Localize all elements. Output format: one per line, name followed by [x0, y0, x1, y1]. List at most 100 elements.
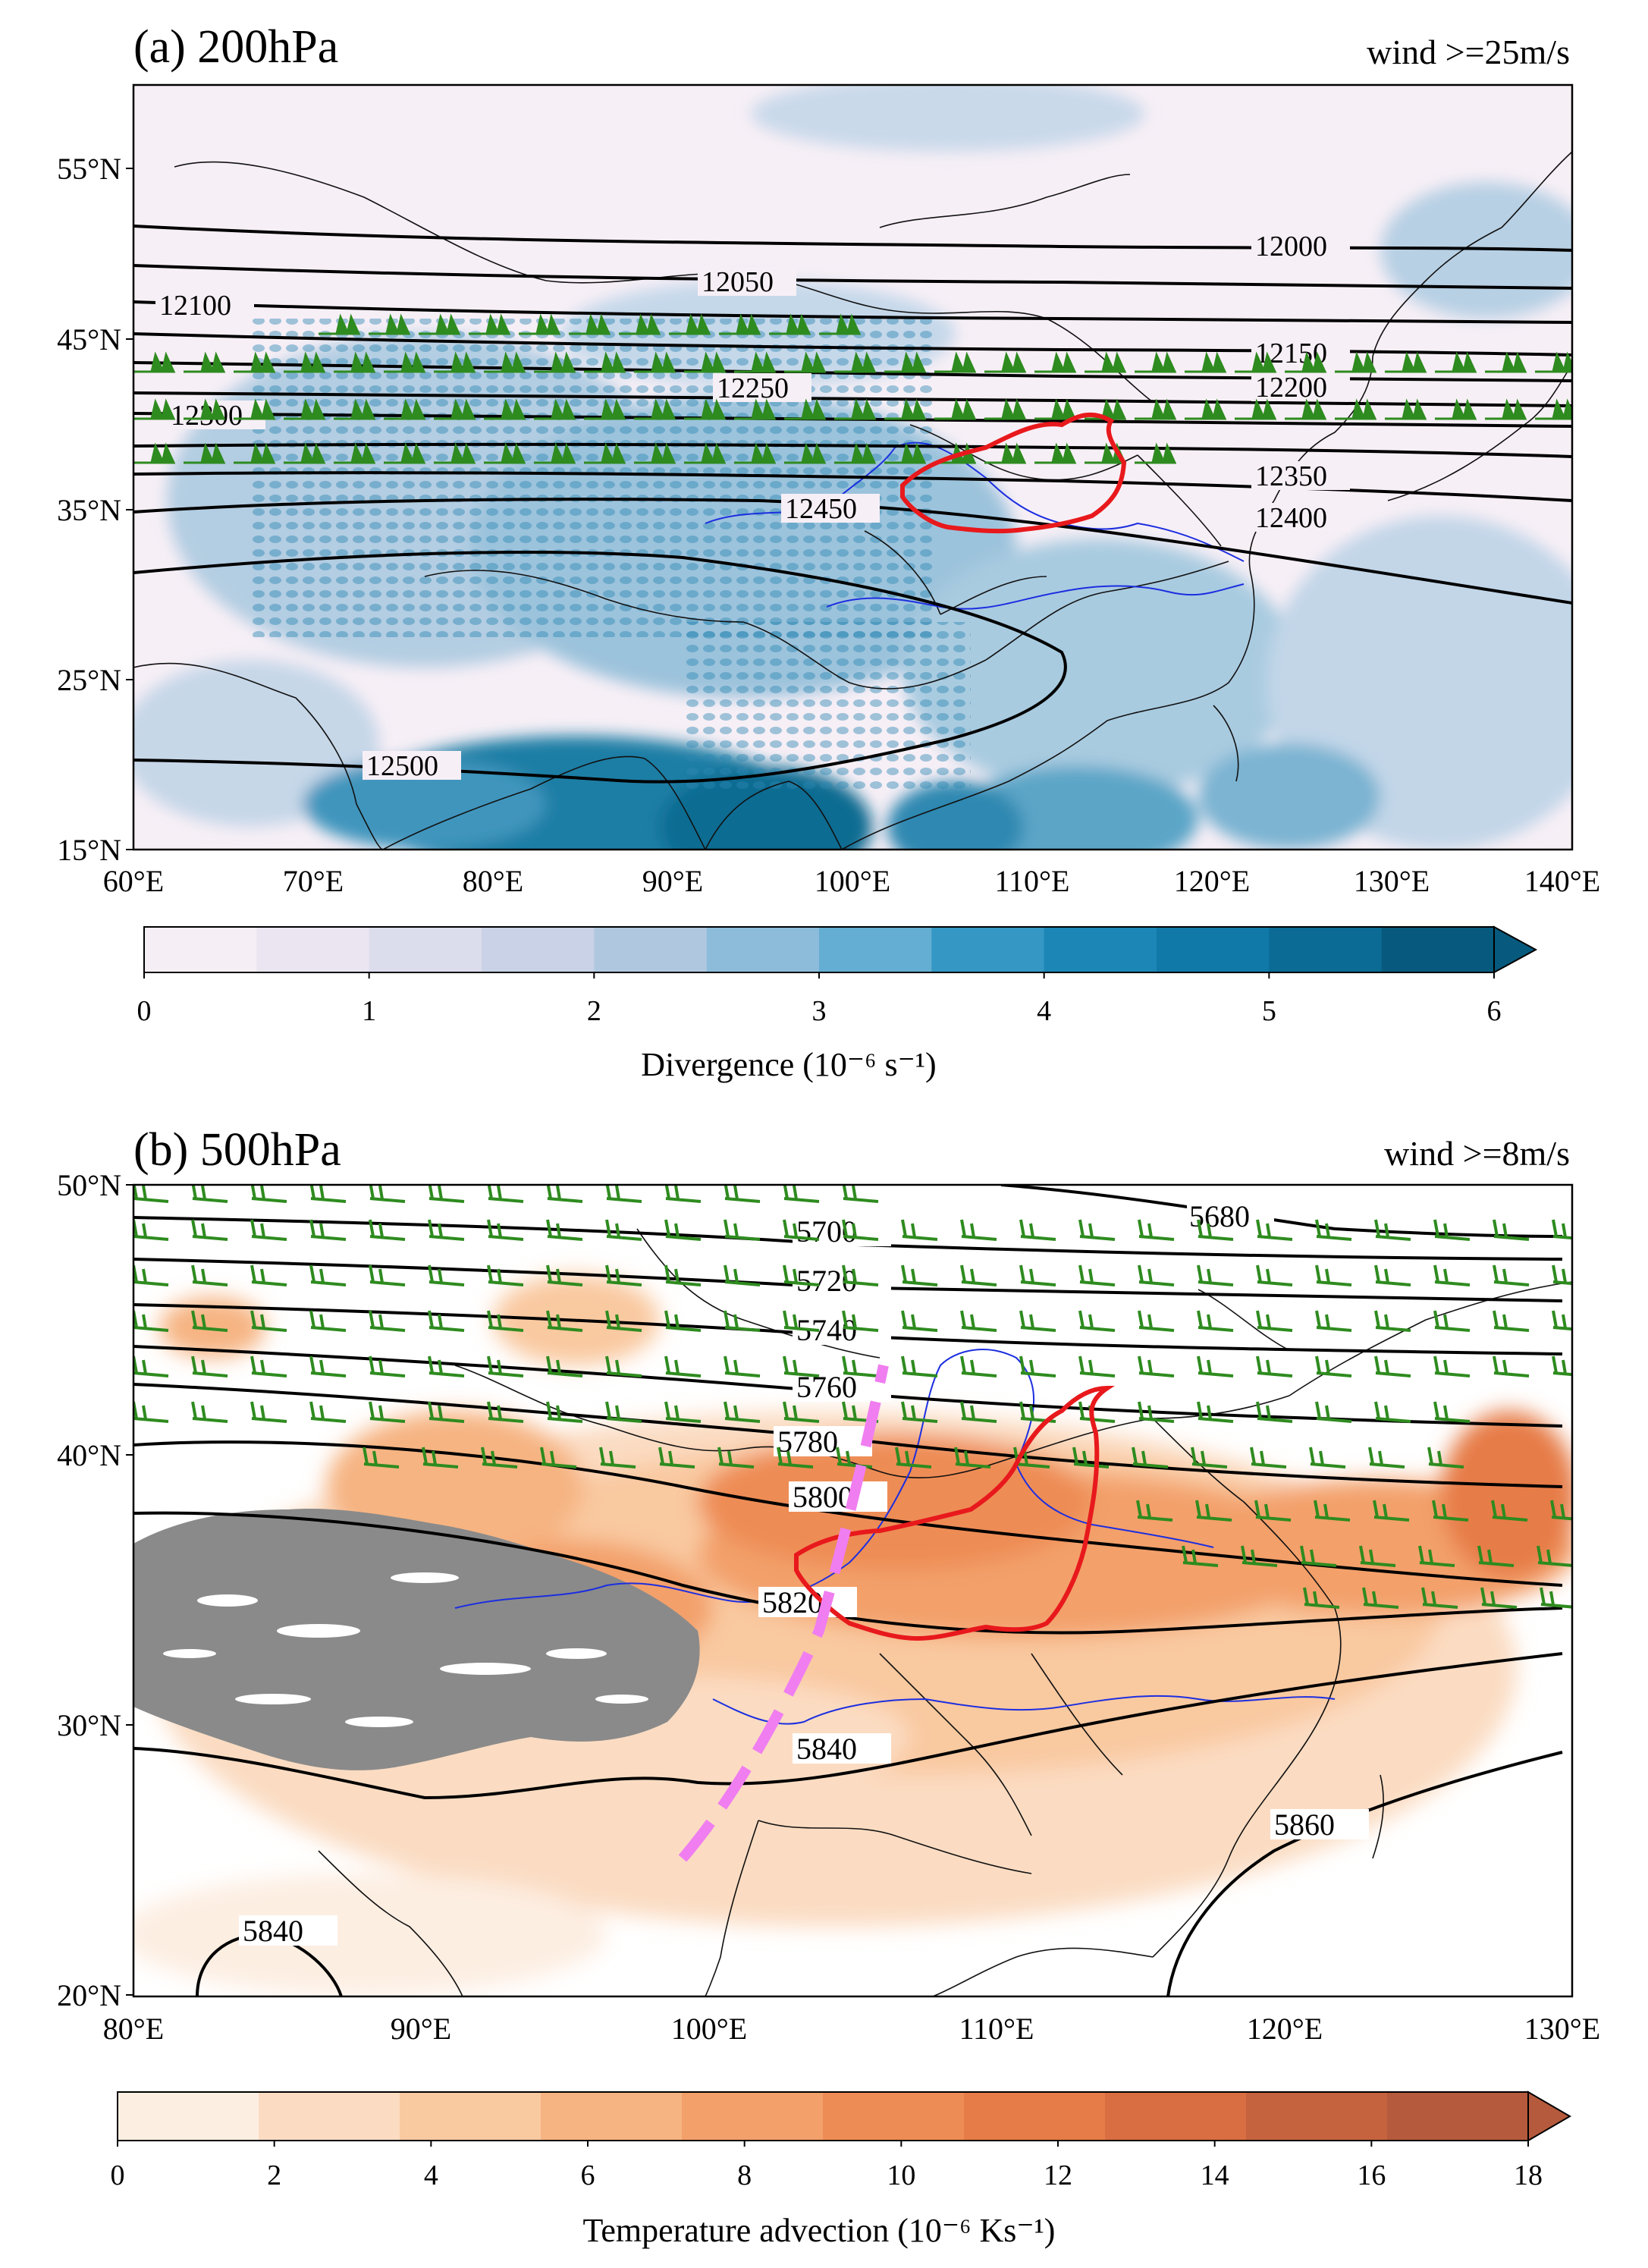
- wind-barb: [664, 1401, 702, 1423]
- wind-barb: [1135, 398, 1177, 420]
- wind-barb: [934, 351, 977, 373]
- wind-barb: [369, 1310, 406, 1332]
- wind-barb: [250, 1355, 287, 1377]
- wind-barb: [783, 1355, 820, 1377]
- wind-barb: [605, 1401, 642, 1423]
- colorbar-a-label: Divergence (10⁻⁶ s⁻¹): [641, 1046, 936, 1083]
- wind-barb: [1285, 398, 1327, 420]
- contour-label: 12200: [1255, 372, 1327, 404]
- wind-barb: [777, 1447, 814, 1469]
- wind-barb: [334, 351, 376, 373]
- wind-barb: [960, 1355, 997, 1377]
- wind-barb: [669, 313, 711, 335]
- wind-barb: [369, 1185, 406, 1203]
- wind-barb: [428, 1264, 465, 1286]
- colorbar-b-segment: [1105, 2092, 1247, 2141]
- wind-barb: [1315, 1264, 1352, 1286]
- wind-barbs-200hpa: [133, 313, 1572, 464]
- colorbar-a-segment: [482, 927, 595, 972]
- wind-barb: [234, 398, 276, 420]
- wind-barb: [481, 1447, 518, 1469]
- wind-barb: [934, 398, 977, 420]
- wind-barb: [834, 351, 877, 373]
- colorbar-b-tick-label: 10: [887, 2160, 915, 2191]
- lat-tick-label: 50°N: [57, 1168, 121, 1202]
- wind-barb: [1359, 1545, 1396, 1567]
- panel-b-title: (b) 500hPa: [133, 1124, 341, 1176]
- wind-barb: [960, 1310, 997, 1332]
- wind-barb: [584, 442, 626, 464]
- wind-barb: [1552, 1355, 1572, 1377]
- wind-barb: [784, 398, 827, 420]
- colorbar-a-extend-arrow: [1493, 925, 1538, 974]
- colorbar-b-segment: [1246, 2092, 1388, 2141]
- colorbar-a-tick-label: 2: [587, 995, 601, 1027]
- panel-b-lon-axis: 80°E 90°E 100°E 110°E 120°E 130°E: [103, 2012, 1600, 2046]
- contour-label: 12350: [1255, 460, 1327, 492]
- wind-barb: [1314, 1500, 1351, 1522]
- wind-barb: [1019, 1310, 1056, 1332]
- colorbar-a-tick-label: 5: [1262, 995, 1276, 1027]
- wind-barb: [284, 442, 326, 464]
- colorbar-b-tick-label: 16: [1357, 2160, 1386, 2191]
- wind-barb: [599, 1447, 636, 1469]
- wind-barb: [1185, 398, 1227, 420]
- wind-barb: [1034, 398, 1077, 420]
- lon-tick-label: 100°E: [671, 2012, 747, 2046]
- wind-barb: [334, 398, 376, 420]
- contour-label-bg: [155, 231, 1350, 780]
- wind-barb: [1135, 442, 1177, 464]
- wind-barb: [1335, 351, 1377, 373]
- terrain-mask-holes: [163, 1572, 648, 1727]
- wind-barb: [250, 1310, 287, 1332]
- wind-barb: [1078, 1310, 1116, 1332]
- wind-barb: [540, 1447, 577, 1469]
- colorbar-a-segment: [1157, 927, 1270, 972]
- wind-barb: [428, 1355, 465, 1377]
- wind-barb: [842, 1355, 879, 1377]
- wind-barb: [605, 1264, 642, 1286]
- colorbar-a-tick-label: 6: [1487, 995, 1502, 1027]
- geopotential-contours: [133, 225, 1572, 784]
- wind-barb: [191, 1401, 228, 1423]
- lon-tick-label: 70°E: [283, 864, 344, 898]
- wind-barb: [1034, 442, 1077, 464]
- lon-tick-label: 60°E: [103, 864, 164, 898]
- wind-barb: [1535, 398, 1572, 420]
- wind-barb: [1335, 398, 1377, 420]
- wind-barb: [842, 1264, 879, 1286]
- wind-barb: [984, 442, 1027, 464]
- colorbar-b-tick-label: 0: [111, 2160, 125, 2191]
- contour-label: 5700: [796, 1214, 857, 1249]
- colorbar-b-extend-arrow: [1527, 2091, 1571, 2142]
- panel-b-500hpa: (b) 500hPa wind >=8m/s: [57, 1124, 1600, 2249]
- wind-barb: [664, 1355, 702, 1377]
- wind-barb: [634, 398, 676, 420]
- wind-barb: [428, 1219, 465, 1241]
- panel-a-frame: [132, 83, 1574, 851]
- wind-barb: [1138, 1355, 1175, 1377]
- wind-barb: [1078, 1355, 1116, 1377]
- colorbar-a-segment: [594, 927, 708, 972]
- colorbar-b-tick-label: 18: [1514, 2160, 1543, 2191]
- colorbar-b-tick-label: 6: [581, 2160, 595, 2191]
- wind-barb: [1197, 1355, 1234, 1377]
- colorbar-b-tick-label: 2: [267, 2160, 281, 2191]
- lon-tick-label: 120°E: [1174, 864, 1250, 898]
- wind-barb: [428, 1185, 465, 1203]
- wind-barb: [369, 1355, 406, 1377]
- wind-barb: [184, 398, 226, 420]
- wind-barb: [724, 1219, 761, 1241]
- wind-barb: [960, 1264, 997, 1286]
- colorbar-b-segment: [541, 2092, 683, 2141]
- wind-barb: [605, 1310, 642, 1332]
- wind-barb: [250, 1401, 287, 1423]
- wind-barb: [901, 1355, 938, 1377]
- wind-barb: [842, 1219, 879, 1241]
- colorbar-a-segment: [819, 927, 932, 972]
- wind-barb: [1138, 1264, 1175, 1286]
- wind-barb: [1197, 1264, 1234, 1286]
- wind-barb: [954, 1447, 991, 1469]
- wind-barb: [724, 1185, 761, 1203]
- wind-barb: [284, 351, 326, 373]
